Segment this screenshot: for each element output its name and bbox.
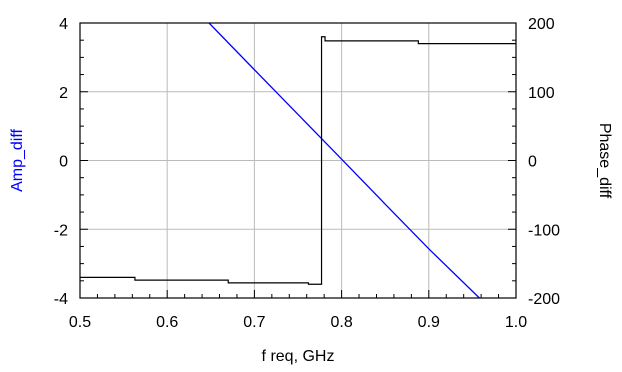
y2-tick-label: 200: [528, 16, 555, 33]
y2-tick-label: -200: [528, 291, 560, 308]
x-tick-label: 0.8: [330, 314, 352, 331]
y-tick-label: -2: [54, 222, 68, 239]
y2-tick-label: 0: [528, 154, 537, 171]
grid: [80, 23, 516, 298]
y-tick-label: 2: [59, 85, 68, 102]
y-tick-label: 4: [59, 16, 68, 33]
x-tick-label: 1.0: [505, 314, 527, 331]
y-axis-title-left: Amp_diff: [9, 129, 26, 192]
y2-tick-label: -100: [528, 222, 560, 239]
y2-tick-label: 100: [528, 85, 555, 102]
ticks: [79, 22, 517, 299]
x-tick-label: 0.6: [156, 314, 178, 331]
x-axis-title: f req, GHz: [262, 348, 335, 365]
series-phase-diff: [80, 36, 516, 285]
x-tick-label: 0.9: [418, 314, 440, 331]
x-tick-label: 0.5: [69, 314, 91, 331]
tick-labels: 0.5 0.6 0.7 0.8 0.9 1.0 -4 -2 0 2 4 -200 -100 0 100 200: [54, 16, 560, 331]
y-tick-label: 0: [59, 154, 68, 171]
x-tick-label: 0.7: [243, 314, 265, 331]
series-amp-diff: [208, 23, 480, 298]
y-tick-label: -4: [54, 291, 68, 308]
y-axis-title-right: Phase_diff: [596, 123, 613, 199]
series-layer: [80, 23, 516, 298]
